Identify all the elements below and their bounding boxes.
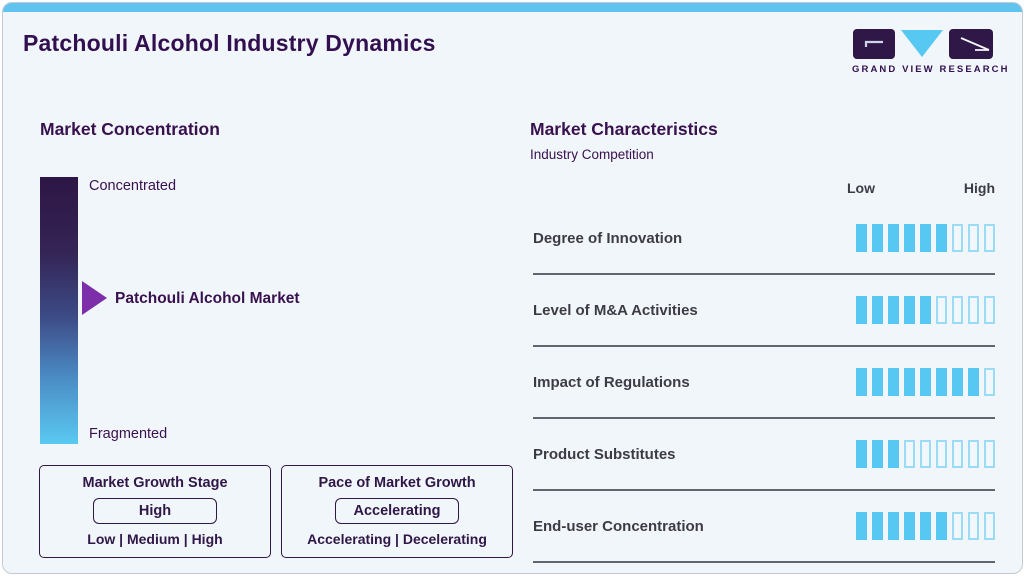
rating-segment-filled <box>856 296 867 324</box>
top-accent-strip <box>3 3 1022 12</box>
rating-segment-empty <box>984 512 995 540</box>
rating-segment-empty <box>968 296 979 324</box>
concentrated-label: Concentrated <box>89 178 177 194</box>
market-position-arrow-icon <box>82 281 107 315</box>
rating-segment-empty <box>952 512 963 540</box>
pace-title: Pace of Market Growth <box>318 475 476 491</box>
rating-segment-empty <box>968 440 979 468</box>
rating-segment-filled <box>888 512 899 540</box>
rating-segment-filled <box>936 512 947 540</box>
rating-segment-filled <box>920 368 931 396</box>
rating-segment-empty <box>936 296 947 324</box>
rating-segment-empty <box>904 440 915 468</box>
characteristic-label: End-user Concentration <box>533 517 704 535</box>
rating-segment-empty <box>968 512 979 540</box>
market-concentration-heading: Market Concentration <box>40 119 220 139</box>
pace-options: Accelerating | Decelerating <box>307 531 487 547</box>
rating-segment-filled <box>888 440 899 468</box>
rating-segment-filled <box>872 512 883 540</box>
characteristics-table: Low High Degree of Innovation Level of M… <box>533 173 995 563</box>
scale-high-label: High <box>963 180 995 196</box>
scale-labels: Low High <box>847 173 995 203</box>
rating-segment-filled <box>904 296 915 324</box>
rating-segment-filled <box>952 368 963 396</box>
growth-stage-title: Market Growth Stage <box>82 475 228 491</box>
rating-segment-empty <box>952 224 963 252</box>
rating-segment-filled <box>888 296 899 324</box>
rating-segment-filled <box>904 368 915 396</box>
rating-bar-group <box>856 224 995 252</box>
rating-segment-filled <box>856 440 867 468</box>
rating-segment-empty <box>984 296 995 324</box>
characteristic-label: Impact of Regulations <box>533 373 690 391</box>
rating-segment-filled <box>920 512 931 540</box>
rating-segment-filled <box>888 368 899 396</box>
market-position-label: Patchouli Alcohol Market <box>115 290 300 307</box>
growth-stage-options: Low | Medium | High <box>87 531 223 547</box>
rating-segment-filled <box>856 512 867 540</box>
rating-segment-empty <box>936 440 947 468</box>
rating-bar-group <box>856 440 995 468</box>
rating-segment-filled <box>872 368 883 396</box>
rating-segment-empty <box>984 440 995 468</box>
gvr-logo-icon <box>853 29 993 59</box>
rating-segment-filled <box>872 224 883 252</box>
rating-segment-filled <box>904 224 915 252</box>
rating-segment-filled <box>856 368 867 396</box>
rating-segment-filled <box>888 224 899 252</box>
characteristic-row: Product Substitutes <box>533 419 995 491</box>
rating-segment-filled <box>904 512 915 540</box>
rating-segment-empty <box>952 296 963 324</box>
grand-view-research-logo: GRAND VIEW RESEARCH <box>852 29 1010 75</box>
rating-bar-group <box>856 512 995 540</box>
rating-segment-filled <box>936 368 947 396</box>
rating-segment-empty <box>920 440 931 468</box>
rating-segment-empty <box>968 224 979 252</box>
characteristic-label: Level of M&A Activities <box>533 301 698 319</box>
characteristic-label: Product Substitutes <box>533 445 676 463</box>
pace-value: Accelerating <box>335 498 459 524</box>
rating-segment-filled <box>920 296 931 324</box>
rating-bar-group <box>856 296 995 324</box>
characteristic-row: Level of M&A Activities <box>533 275 995 347</box>
logo-wordmark: GRAND VIEW RESEARCH <box>852 64 1010 75</box>
characteristic-row: Degree of Innovation <box>533 203 995 275</box>
industry-competition-subheading: Industry Competition <box>530 147 654 162</box>
rating-segment-filled <box>936 224 947 252</box>
rating-segment-filled <box>920 224 931 252</box>
rating-segment-filled <box>872 440 883 468</box>
rating-segment-empty <box>984 368 995 396</box>
rating-bar-group <box>856 368 995 396</box>
concentration-gradient-bar <box>40 177 78 444</box>
pace-of-growth-box: Pace of Market Growth Accelerating Accel… <box>281 465 513 558</box>
growth-stage-value: High <box>93 498 217 524</box>
rating-segment-filled <box>968 368 979 396</box>
characteristic-label: Degree of Innovation <box>533 229 683 247</box>
characteristic-row: End-user Concentration <box>533 491 995 563</box>
page-title: Patchouli Alcohol Industry Dynamics <box>23 30 436 56</box>
rating-segment-empty <box>984 224 995 252</box>
rating-segment-filled <box>856 224 867 252</box>
scale-low-label: Low <box>847 180 875 196</box>
fragmented-label: Fragmented <box>89 426 168 442</box>
characteristic-row: Impact of Regulations <box>533 347 995 419</box>
rating-segment-filled <box>872 296 883 324</box>
market-characteristics-heading: Market Characteristics <box>530 119 718 139</box>
market-growth-stage-box: Market Growth Stage High Low | Medium | … <box>39 465 271 558</box>
rating-segment-empty <box>952 440 963 468</box>
